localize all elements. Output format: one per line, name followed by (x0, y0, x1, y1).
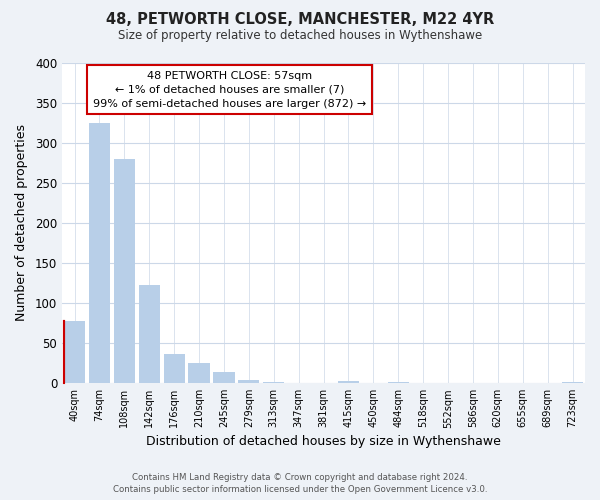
Bar (214, 372, 235, 383)
Text: 48 PETWORTH CLOSE: 57sqm
← 1% of detached houses are smaller (7)
99% of semi-det: 48 PETWORTH CLOSE: 57sqm ← 1% of detache… (93, 70, 366, 108)
Bar (139, 286, 160, 383)
Bar (89, 122, 110, 383)
Bar (64, 322, 85, 383)
Bar (238, 380, 259, 383)
Text: Contains HM Land Registry data © Crown copyright and database right 2024.
Contai: Contains HM Land Registry data © Crown c… (113, 473, 487, 494)
Bar (562, 382, 583, 383)
Bar (164, 354, 185, 383)
Bar (188, 363, 209, 383)
Text: 48, PETWORTH CLOSE, MANCHESTER, M22 4YR: 48, PETWORTH CLOSE, MANCHESTER, M22 4YR (106, 12, 494, 28)
Text: Size of property relative to detached houses in Wythenshawe: Size of property relative to detached ho… (118, 28, 482, 42)
Bar (388, 382, 409, 383)
Bar (338, 381, 359, 383)
Bar (263, 382, 284, 383)
X-axis label: Distribution of detached houses by size in Wythenshawe: Distribution of detached houses by size … (146, 434, 501, 448)
Bar (114, 158, 135, 383)
Y-axis label: Number of detached properties: Number of detached properties (15, 124, 28, 322)
